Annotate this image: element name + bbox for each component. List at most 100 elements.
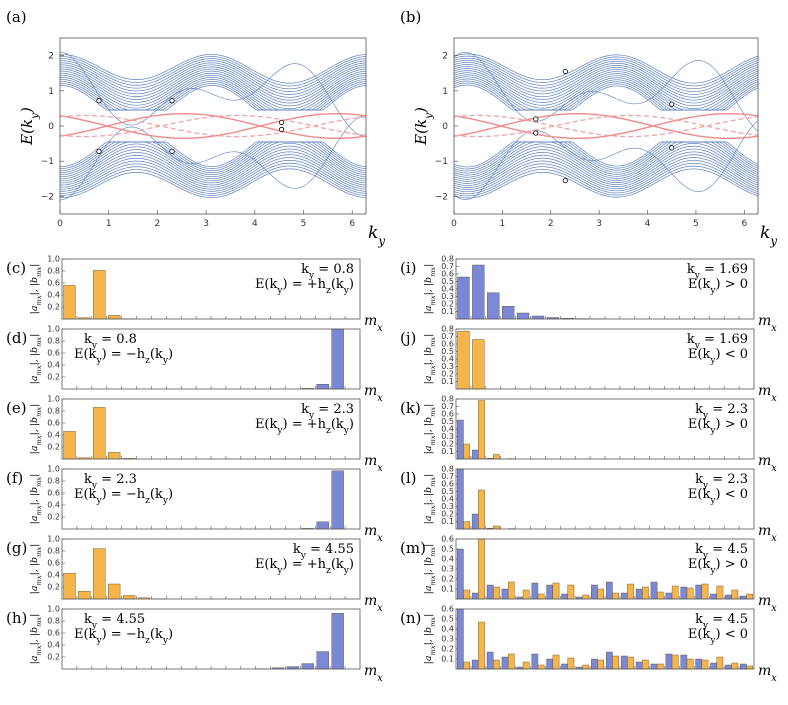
band-lower-2 xyxy=(60,141,366,171)
bar-b-4 xyxy=(516,312,530,320)
band-upper-3 xyxy=(60,79,366,111)
band-upper-8 xyxy=(454,68,758,104)
y-tick-label: 0.4 xyxy=(47,431,60,440)
x-axis-label: mx xyxy=(364,383,383,404)
bar-a-2 xyxy=(93,407,106,460)
ky-annotation: ky = 0.8 xyxy=(84,332,137,351)
bar-a-1 xyxy=(478,400,485,460)
bar-b-16 xyxy=(695,584,703,600)
bar-b-18 xyxy=(725,664,732,670)
bar-a-17 xyxy=(716,656,724,670)
y-tick-label: 0.4 xyxy=(441,285,454,294)
bar-b-0 xyxy=(456,468,464,530)
y-tick-label: 0.3 xyxy=(441,565,454,574)
ky-annotation: ky = 2.3 xyxy=(695,402,748,421)
bar-panel-g: 0.2 0.4 0.6 0.8 1.0 (g) ky = 4.55E(ky) = +hz(k… xyxy=(6,535,383,614)
bar-a-15 xyxy=(686,587,694,600)
plot-area xyxy=(62,469,360,529)
bar-a-4 xyxy=(522,589,530,600)
marked-point-5 xyxy=(669,145,675,151)
band-curves xyxy=(60,51,366,201)
y-tick-label: 0.4 xyxy=(47,641,60,650)
bar-panel-f: 0.2 0.4 0.6 0.8 1.0 (f) ky = 2.3E(ky) = −hz(ky… xyxy=(6,465,383,544)
plot-frame xyxy=(455,538,755,600)
bar-a-0 xyxy=(63,573,76,600)
plot-frame xyxy=(455,468,755,530)
bar-b-12 xyxy=(635,588,643,600)
band-upper-10 xyxy=(60,64,366,98)
plot-frame xyxy=(455,398,755,460)
bar-b-1 xyxy=(471,449,479,460)
y-tick-label: 0.2 xyxy=(47,303,60,312)
ky-annotation: ky = 4.5 xyxy=(695,612,748,631)
energy-annotation: E(ky) > 0 xyxy=(688,277,748,296)
y-tick-label: 0.8 xyxy=(47,407,60,416)
x-axis-label: mx xyxy=(758,453,777,474)
y-tick-label: 0.8 xyxy=(441,395,454,404)
energy-annotation: E(ky) = +hz(ky) xyxy=(255,557,354,576)
y-tick-label: 0.6 xyxy=(47,349,60,358)
energy-annotation: E(ky) < 0 xyxy=(688,627,748,646)
bar-b-17 xyxy=(710,662,717,670)
y-axis-label: |amx|, |bmx| xyxy=(423,474,437,525)
bar-b-3 xyxy=(501,588,509,600)
plot-frame xyxy=(61,328,361,390)
bar-b-17 xyxy=(316,384,329,390)
bar-b-13 xyxy=(650,581,658,600)
y-tick-label: 0.6 xyxy=(441,270,454,279)
band-lower-11 xyxy=(60,157,366,190)
bar-panel-i: 0.10.20.30.40.50.60.70.8(i) ky = 1.69E(ky… xyxy=(400,255,777,334)
band-lower-9 xyxy=(60,151,366,186)
band-lower-9 xyxy=(454,151,758,186)
bar-a-1 xyxy=(472,339,485,390)
x-tick-label: 0 xyxy=(451,219,457,229)
x-axis-label: ky xyxy=(368,223,385,248)
y-tick-label: 0.2 xyxy=(47,583,60,592)
y-tick-label: 0 xyxy=(442,122,448,132)
bar-b-13 xyxy=(650,663,658,670)
bar-a-9 xyxy=(597,659,605,670)
x-tick-label: 1 xyxy=(106,219,112,229)
bar-b-0 xyxy=(456,419,464,460)
x-tick-label: 4 xyxy=(252,219,258,229)
energy-annotation: E(ky) < 0 xyxy=(688,487,748,506)
band-upper-6 xyxy=(454,72,758,110)
band-upper-4 xyxy=(454,76,758,111)
bar-b-18 xyxy=(331,328,344,390)
edge-state-dashed-2 xyxy=(454,114,758,138)
x-tick-label: 3 xyxy=(203,219,209,229)
bar-a-2 xyxy=(93,270,106,320)
bar-a-15 xyxy=(686,658,694,670)
y-axis-label: |amx|, |bmx| xyxy=(423,334,437,385)
band-upper-2 xyxy=(60,81,366,111)
bar-b-19 xyxy=(740,663,747,670)
y-tick-label: 1.0 xyxy=(47,465,60,474)
bar-a-1 xyxy=(478,538,485,600)
y-tick-label: 0.1 xyxy=(441,585,454,594)
plot-area xyxy=(62,259,360,319)
ky-annotation: ky = 0.8 xyxy=(301,262,354,281)
ky-annotation: ky = 4.5 xyxy=(695,542,748,561)
y-tick-label: 0.4 xyxy=(441,425,454,434)
bar-a-5 xyxy=(537,664,545,670)
bar-a-13 xyxy=(656,663,664,670)
plot-frame xyxy=(455,328,755,390)
band-upper-15 xyxy=(454,53,758,84)
y-tick-label: 0.5 xyxy=(441,487,454,496)
bar-a-0 xyxy=(463,589,470,600)
band-lower-8 xyxy=(60,148,366,184)
bar-panel-d: 0.2 0.4 0.6 0.8 1.0 (d) ky = 0.8E(ky) = −hz(ky… xyxy=(6,325,383,404)
marked-point-1 xyxy=(96,148,102,154)
y-tick-label: 0.7 xyxy=(441,472,454,481)
y-tick-label: 0.5 xyxy=(441,347,454,356)
y-tick-label: 0.4 xyxy=(47,361,60,370)
panel-label: (f) xyxy=(6,469,23,487)
bar-b-14 xyxy=(665,592,673,600)
band-lower-3 xyxy=(60,141,366,173)
band-lower-7 xyxy=(454,145,758,182)
bar-a-0 xyxy=(63,285,76,320)
y-axis-label: E(ky) xyxy=(18,107,41,146)
y-axis-label: |amx|, |bmx| xyxy=(29,404,43,455)
x-tick-label: 2 xyxy=(155,219,161,229)
panel-label: (n) xyxy=(400,609,421,627)
